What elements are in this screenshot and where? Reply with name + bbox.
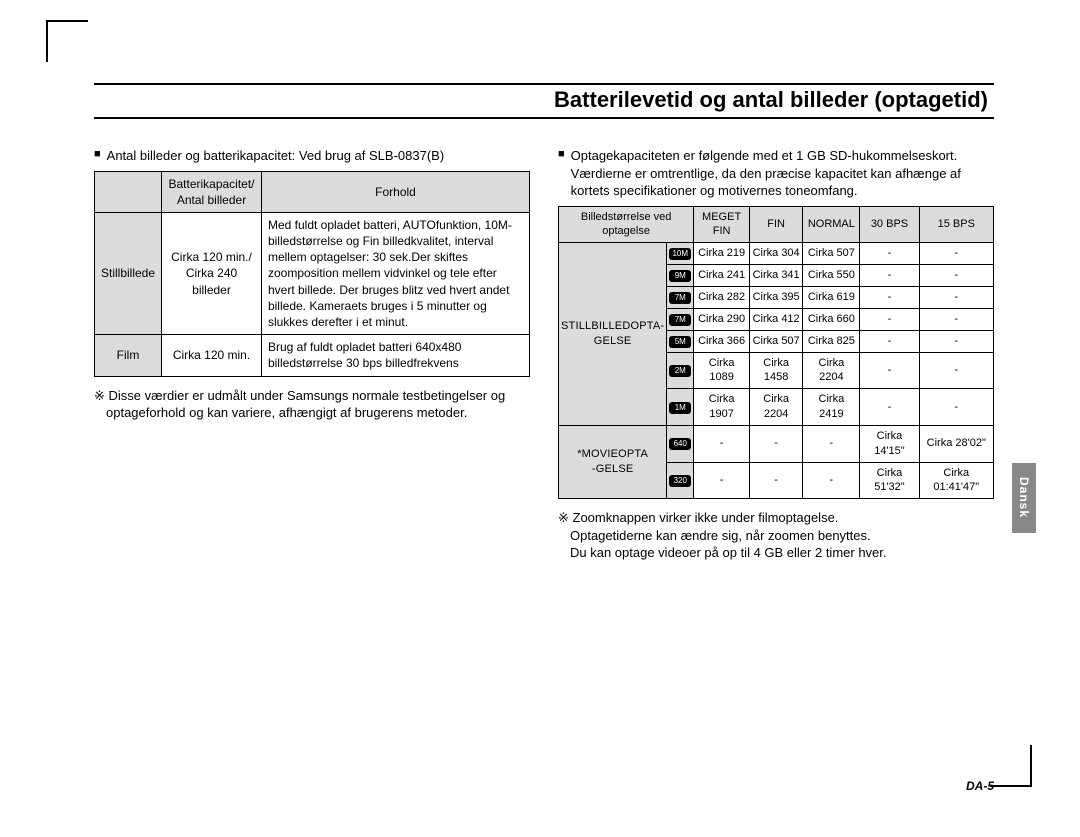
right-lead: Optagekapaciteten er følgende med et 1 G… [571,147,994,200]
capacity-cell: Cirka 366 [694,330,750,352]
capacity-cell: - [860,352,919,389]
size-badge: 1M [667,389,694,426]
t1-r2c3: Brug af fuldt opladet batteri 640x480 bi… [261,335,529,376]
capacity-cell: Cirka 290 [694,308,750,330]
language-tab: Dansk [1012,463,1036,533]
capacity-cell: Cirka 28'02" [919,425,993,462]
capacity-cell: Cirka 219 [694,243,750,265]
capacity-cell: Cirka 395 [749,287,802,309]
capacity-cell: Cirka 825 [803,330,860,352]
capacity-cell: Cirka 507 [749,330,802,352]
left-column: ■ Antal billeder og batterikapacitet: Ve… [94,147,530,562]
t2-h2: FIN [749,206,802,243]
capacity-cell: Cirka 660 [803,308,860,330]
capacity-cell: Cirka 550 [803,265,860,287]
capacity-table: Billedstørrelse vedoptagelse MEGET FIN F… [558,206,994,500]
capacity-cell: Cirka 1458 [749,352,802,389]
capacity-cell: Cirka 241 [694,265,750,287]
size-badge: 7M [667,287,694,309]
capacity-cell: - [919,389,993,426]
t1-blank [95,171,162,212]
t2-h3: NORMAL [803,206,860,243]
size-badge: 7M [667,308,694,330]
capacity-cell: - [919,308,993,330]
t1-r1c2: Cirka 120 min./ Cirka 240 billeder [162,212,262,334]
capacity-cell: - [694,425,750,462]
capacity-cell: - [860,243,919,265]
t1-r2c2: Cirka 120 min. [162,335,262,376]
capacity-cell: - [919,330,993,352]
capacity-cell: Cirka 51'32" [860,462,919,499]
capacity-cell: - [860,265,919,287]
size-badge: 9M [667,265,694,287]
capacity-cell: Cirka 1907 [694,389,750,426]
size-badge: 10M [667,243,694,265]
group-movie: *MOVIEOPTA -GELSE [559,425,667,498]
capacity-cell: Cirka 2419 [803,389,860,426]
capacity-cell: Cirka 507 [803,243,860,265]
right-column: ■ Optagekapaciteten er følgende med et 1… [558,147,994,562]
left-lead: Antal billeder og batterikapacitet: Ved … [107,147,445,165]
battery-table: Batterikapacitet/ Antal billeder Forhold… [94,171,530,377]
capacity-cell: - [919,265,993,287]
t2-h4: 30 BPS [860,206,919,243]
t2-h0: Billedstørrelse vedoptagelse [559,206,694,243]
capacity-cell: Cirka 412 [749,308,802,330]
capacity-cell: - [803,425,860,462]
capacity-cell: - [694,462,750,499]
t2-h1: MEGET FIN [694,206,750,243]
capacity-cell: Cirka 1089 [694,352,750,389]
t1-r1c1: Stillbillede [95,212,162,334]
size-badge: 2M [667,352,694,389]
group-still: STILLBILLEDOPTA- GELSE [559,243,667,426]
capacity-cell: - [919,287,993,309]
t1-h1: Batterikapacitet/ Antal billeder [162,171,262,212]
page-number: DA-5 [966,779,994,793]
capacity-cell: - [749,462,802,499]
page-title: Batterilevetid og antal billeder (optage… [94,83,994,119]
t1-r2c1: Film [95,335,162,376]
bullet-icon: ■ [558,147,565,200]
capacity-cell: Cirka 619 [803,287,860,309]
capacity-cell: Cirka 341 [749,265,802,287]
capacity-cell: - [919,352,993,389]
capacity-cell: Cirka 304 [749,243,802,265]
page: Batterilevetid og antal billeder (optage… [46,18,1033,788]
capacity-cell: - [860,389,919,426]
capacity-cell: - [919,243,993,265]
t2-h5: 15 BPS [919,206,993,243]
t1-r1c3: Med fuldt opladet batteri, AUTOfunktion,… [261,212,529,334]
left-note: ※ Disse værdier er udmålt under Samsungs… [94,387,530,422]
t1-h2: Forhold [261,171,529,212]
bullet-icon: ■ [94,147,101,165]
capacity-cell: Cirka 01:41'47" [919,462,993,499]
size-badge: 320 [667,462,694,499]
capacity-cell: - [860,287,919,309]
size-badge: 5M [667,330,694,352]
size-badge: 640 [667,425,694,462]
capacity-cell: - [860,330,919,352]
capacity-cell: Cirka 2204 [803,352,860,389]
capacity-cell: Cirka 14'15" [860,425,919,462]
capacity-cell: Cirka 282 [694,287,750,309]
capacity-cell: - [803,462,860,499]
capacity-cell: - [860,308,919,330]
capacity-cell: Cirka 2204 [749,389,802,426]
capacity-cell: - [749,425,802,462]
right-note: ※ Zoomknappen virker ikke under filmopta… [558,509,994,562]
